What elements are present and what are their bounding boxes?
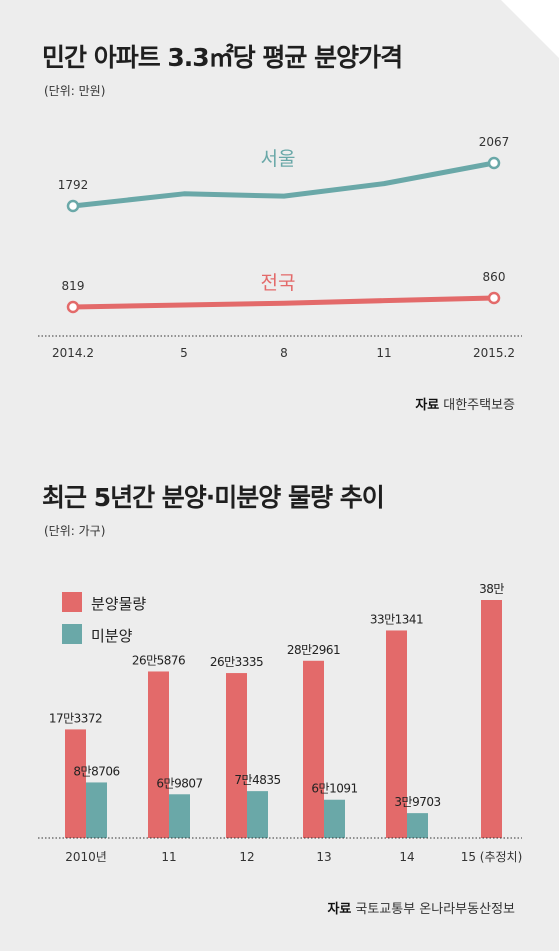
bar-label-sale: 38만 xyxy=(479,582,504,596)
data-label: 2067 xyxy=(479,135,510,149)
bar-sale xyxy=(148,671,169,838)
bar-label-sale: 28만2961 xyxy=(287,643,340,657)
bar-sale xyxy=(226,673,247,838)
data-point xyxy=(66,199,80,213)
bar-unsold xyxy=(324,799,345,838)
bar-sale xyxy=(481,600,502,838)
chart1-source-text: 대한주택보증 xyxy=(443,398,515,413)
bar-unsold xyxy=(247,791,268,838)
bar-label-unsold: 3만9703 xyxy=(394,795,440,809)
x-tick-label: 5 xyxy=(180,346,188,360)
chart1-title: 민간 아파트 3.3㎡당 평균 분양가격 xyxy=(42,43,403,72)
data-point xyxy=(487,156,501,170)
bar-label-sale: 26만5876 xyxy=(132,653,185,667)
data-point xyxy=(487,291,501,305)
series-line-seoul xyxy=(70,160,497,209)
bar-sale xyxy=(303,660,324,838)
legend-label-sale: 분양물량 xyxy=(91,595,146,613)
data-label: 1792 xyxy=(58,178,89,192)
legend-label-unsold: 미분양 xyxy=(91,627,133,645)
data-label: 860 xyxy=(483,270,506,284)
bar-label-sale: 17만3372 xyxy=(49,711,102,725)
page-corner-fold xyxy=(501,0,559,58)
bar-label-sale: 26만3335 xyxy=(210,655,263,669)
bar-label-unsold: 7만4835 xyxy=(234,773,280,787)
chart2-title: 최근 5년간 분양·미분양 물량 추이 xyxy=(42,483,385,512)
chart2-source-text: 국토교통부 온나라부동산정보 xyxy=(355,902,515,917)
x-tick-label: 11 xyxy=(161,850,176,864)
bar-unsold xyxy=(407,813,428,838)
chart2-source-label: 자료 xyxy=(327,902,352,917)
x-tick-label: 12 xyxy=(239,850,254,864)
x-tick-label: 2014.2 xyxy=(52,346,94,360)
chart2-source: 자료 국토교통부 온나라부동산정보 xyxy=(327,898,515,917)
legend-swatch-sale xyxy=(62,592,82,612)
bar-sale xyxy=(386,630,407,838)
x-tick-label: 14 xyxy=(399,850,414,864)
x-tick-label: 13 xyxy=(316,850,331,864)
x-tick-label: 2015.2 xyxy=(473,346,515,360)
chart1-source-label: 자료 xyxy=(415,398,440,413)
bar-unsold xyxy=(86,782,107,838)
bar-unsold xyxy=(169,794,190,838)
data-label: 819 xyxy=(62,279,85,293)
x-tick-label: 11 xyxy=(376,346,391,360)
bar-label-sale: 33만1341 xyxy=(370,612,423,626)
data-point xyxy=(66,300,80,314)
x-tick-label: 8 xyxy=(280,346,288,360)
chart1-source: 자료 대한주택보증 xyxy=(415,394,515,413)
chart2-unit: (단위: 가구) xyxy=(44,524,106,538)
bar-sale xyxy=(65,729,86,838)
chart1-unit: (단위: 만원) xyxy=(44,84,106,98)
legend-swatch-unsold xyxy=(62,624,82,644)
bar-label-unsold: 6만9807 xyxy=(156,776,202,790)
series-label-national: 전국 xyxy=(261,272,296,294)
bar-label-unsold: 8만8706 xyxy=(73,764,119,778)
series-line-national xyxy=(70,295,497,310)
bar-label-unsold: 6만1091 xyxy=(311,782,357,796)
x-tick-label: 15 (추정치) xyxy=(461,850,523,864)
series-label-seoul: 서울 xyxy=(261,148,296,170)
x-tick-label: 2010년 xyxy=(65,850,107,864)
